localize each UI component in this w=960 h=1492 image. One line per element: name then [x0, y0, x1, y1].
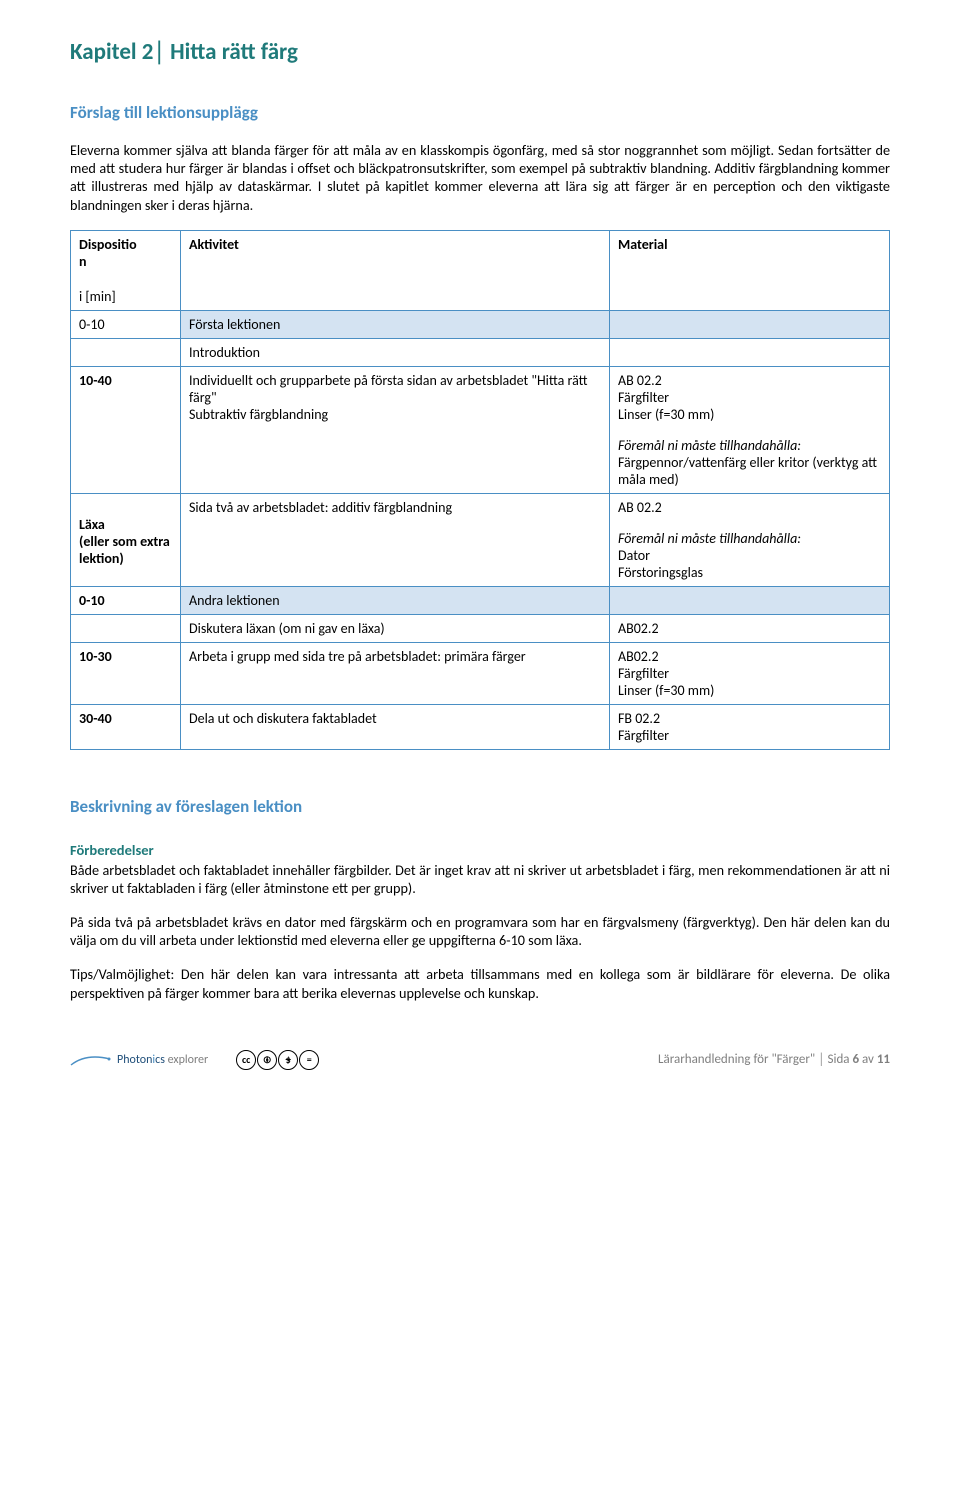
- cell-act-laxa: Sida två av arbetsbladet: additiv färgbl…: [181, 493, 610, 586]
- prep-paragraph-2: På sida två på arbetsbladet krävs en dat…: [70, 913, 890, 949]
- footer-page-total: 11: [877, 1052, 890, 1067]
- prep-paragraph-3: Tips/Valmöjlighet: Den här delen kan var…: [70, 965, 890, 1001]
- mat-line: Färgpennor/vattenfärg eller kritor (verk…: [618, 454, 881, 488]
- table-row: 10-40 Individuellt och grupparbete på fö…: [71, 366, 890, 493]
- th-activity: Aktivitet: [181, 230, 610, 310]
- table-row: Diskutera läxan (om ni gav en läxa) AB02…: [71, 614, 890, 642]
- cc-icon: cc: [236, 1050, 256, 1070]
- cc-by-icon: 🅯: [257, 1050, 277, 1070]
- mat-italic-heading: Föremål ni måste tillhandahålla:: [618, 437, 881, 454]
- cell-time-0-10: 0-10: [71, 310, 181, 338]
- cell-act-intro: Introduktion: [181, 338, 610, 366]
- cell-mat-laxa: AB 02.2 Föremål ni måste tillhandahålla:…: [610, 493, 890, 586]
- logo-text-3: explorer: [165, 1053, 208, 1067]
- prep-paragraph-1: Både arbetsbladet och faktabladet innehå…: [70, 861, 890, 897]
- lesson1-empty: [610, 310, 890, 338]
- lesson2-header-row: 0-10 Andra lektionen: [71, 586, 890, 614]
- photonics-explorer-logo: Photonics explorer: [70, 1051, 208, 1069]
- logo-swoosh-icon: [70, 1051, 112, 1069]
- table-row: Introduktion: [71, 338, 890, 366]
- section-title-description: Beskrivning av föreslagen lektion: [70, 796, 890, 817]
- cc-nc-icon: $: [278, 1050, 298, 1070]
- footer-left: Photonics explorer cc 🅯 $ =: [70, 1050, 320, 1070]
- footer-text-post: av: [859, 1052, 877, 1067]
- mat-line: AB 02.2: [618, 372, 881, 389]
- table-row: Läxa (eller som extra lektion) Sida två …: [71, 493, 890, 586]
- section-title-suggestion: Förslag till lektionsupplägg: [70, 102, 890, 123]
- mat-line: Dator: [618, 547, 881, 564]
- intro-paragraph: Eleverna kommer själva att blanda färger…: [70, 141, 890, 214]
- cell-act-discuss: Diskutera läxan (om ni gav en läxa): [181, 614, 610, 642]
- footer-page-number: Lärarhandledning för "Färger" │ Sida 6 a…: [658, 1052, 890, 1067]
- cell-empty: [71, 338, 181, 366]
- logo-text-2: cs: [155, 1053, 165, 1067]
- cc-nd-icon: =: [299, 1050, 319, 1070]
- laxa-label: Läxa (eller som extra lektion): [79, 516, 170, 567]
- mat-line: AB 02.2: [618, 499, 881, 516]
- cell-time-laxa: Läxa (eller som extra lektion): [71, 493, 181, 586]
- mat-line: Förstoringsglas: [618, 564, 881, 581]
- cell-time-10-40: 10-40: [71, 366, 181, 493]
- mat-italic-heading: Föremål ni måste tillhandahålla:: [618, 530, 881, 547]
- mat-line: Linser (f=30 mm): [618, 406, 881, 423]
- cell-mat-30-40: FB 02.2 Färgfilter: [610, 704, 890, 749]
- lesson2-label: Andra lektionen: [181, 586, 610, 614]
- lesson1-header-row: 0-10 Första lektionen: [71, 310, 890, 338]
- logo-text-1: Photon: [117, 1053, 152, 1067]
- cell-empty: [71, 614, 181, 642]
- cell-mat-discuss: AB02.2: [610, 614, 890, 642]
- th-disposition: Dispositio n i [min]: [71, 230, 181, 310]
- cell-mat-10-40: AB 02.2 Färgfilter Linser (f=30 mm) Före…: [610, 366, 890, 493]
- cell-mat-empty: [610, 338, 890, 366]
- cell-act-10-30: Arbeta i grupp med sida tre på arbetsbla…: [181, 642, 610, 704]
- cell-mat-10-30: AB02.2 Färgfilter Linser (f=30 mm): [610, 642, 890, 704]
- lesson1-label: Första lektionen: [181, 310, 610, 338]
- footer-text-pre: Lärarhandledning för "Färger" │ Sida: [658, 1052, 852, 1067]
- cell-time-0-10b: 0-10: [71, 586, 181, 614]
- lesson2-empty: [610, 586, 890, 614]
- page-footer: Photonics explorer cc 🅯 $ = Lärarhandled…: [70, 1050, 890, 1070]
- th-material: Material: [610, 230, 890, 310]
- table-row: 30-40 Dela ut och diskutera faktabladet …: [71, 704, 890, 749]
- table-row: 10-30 Arbeta i grupp med sida tre på arb…: [71, 642, 890, 704]
- cell-act-30-40: Dela ut och diskutera faktabladet: [181, 704, 610, 749]
- prep-heading: Förberedelser: [70, 841, 890, 859]
- cell-time-30-40: 30-40: [71, 704, 181, 749]
- mat-line: Färgfilter: [618, 389, 881, 406]
- cell-act-10-40: Individuellt och grupparbete på första s…: [181, 366, 610, 493]
- cc-license-badges: cc 🅯 $ =: [236, 1050, 320, 1070]
- chapter-title: Kapitel 2│ Hitta rätt färg: [70, 38, 890, 66]
- lesson1-label-text: Första lektionen: [189, 316, 601, 333]
- disposition-table: Dispositio n i [min] Aktivitet Material …: [70, 230, 890, 750]
- th-disp-label: Dispositio n: [79, 236, 137, 270]
- th-disp-sub: i [min]: [79, 288, 116, 305]
- cell-time-10-30: 10-30: [71, 642, 181, 704]
